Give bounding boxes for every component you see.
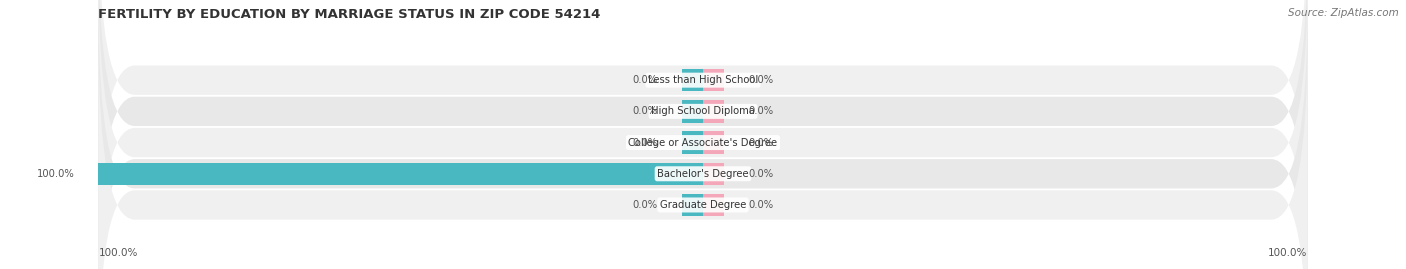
Text: Less than High School: Less than High School (648, 75, 758, 85)
Text: 0.0%: 0.0% (633, 106, 658, 116)
Text: Bachelor's Degree: Bachelor's Degree (657, 169, 749, 179)
Text: 0.0%: 0.0% (748, 75, 773, 85)
FancyBboxPatch shape (98, 1, 1308, 269)
Bar (682, 194, 703, 216)
Text: Source: ZipAtlas.com: Source: ZipAtlas.com (1288, 8, 1399, 18)
Text: 0.0%: 0.0% (633, 75, 658, 85)
Bar (98, 162, 703, 185)
Text: 0.0%: 0.0% (748, 137, 773, 148)
Text: College or Associate's Degree: College or Associate's Degree (628, 137, 778, 148)
Text: High School Diploma: High School Diploma (651, 106, 755, 116)
Bar (703, 69, 724, 91)
Bar (682, 69, 703, 91)
FancyBboxPatch shape (98, 33, 1308, 269)
FancyBboxPatch shape (98, 0, 1308, 253)
Text: FERTILITY BY EDUCATION BY MARRIAGE STATUS IN ZIP CODE 54214: FERTILITY BY EDUCATION BY MARRIAGE STATU… (98, 8, 600, 21)
Text: 100.0%: 100.0% (98, 248, 138, 258)
FancyBboxPatch shape (98, 0, 1308, 269)
Bar (703, 162, 724, 185)
Bar (682, 100, 703, 123)
Bar (703, 194, 724, 216)
Bar (703, 131, 724, 154)
Text: 100.0%: 100.0% (37, 169, 75, 179)
Text: 0.0%: 0.0% (748, 169, 773, 179)
FancyBboxPatch shape (98, 0, 1308, 269)
Bar (682, 131, 703, 154)
Bar (703, 100, 724, 123)
Text: 0.0%: 0.0% (633, 200, 658, 210)
Text: 0.0%: 0.0% (633, 137, 658, 148)
Text: 0.0%: 0.0% (748, 106, 773, 116)
Text: 100.0%: 100.0% (1268, 248, 1308, 258)
Text: Graduate Degree: Graduate Degree (659, 200, 747, 210)
Text: 0.0%: 0.0% (748, 200, 773, 210)
